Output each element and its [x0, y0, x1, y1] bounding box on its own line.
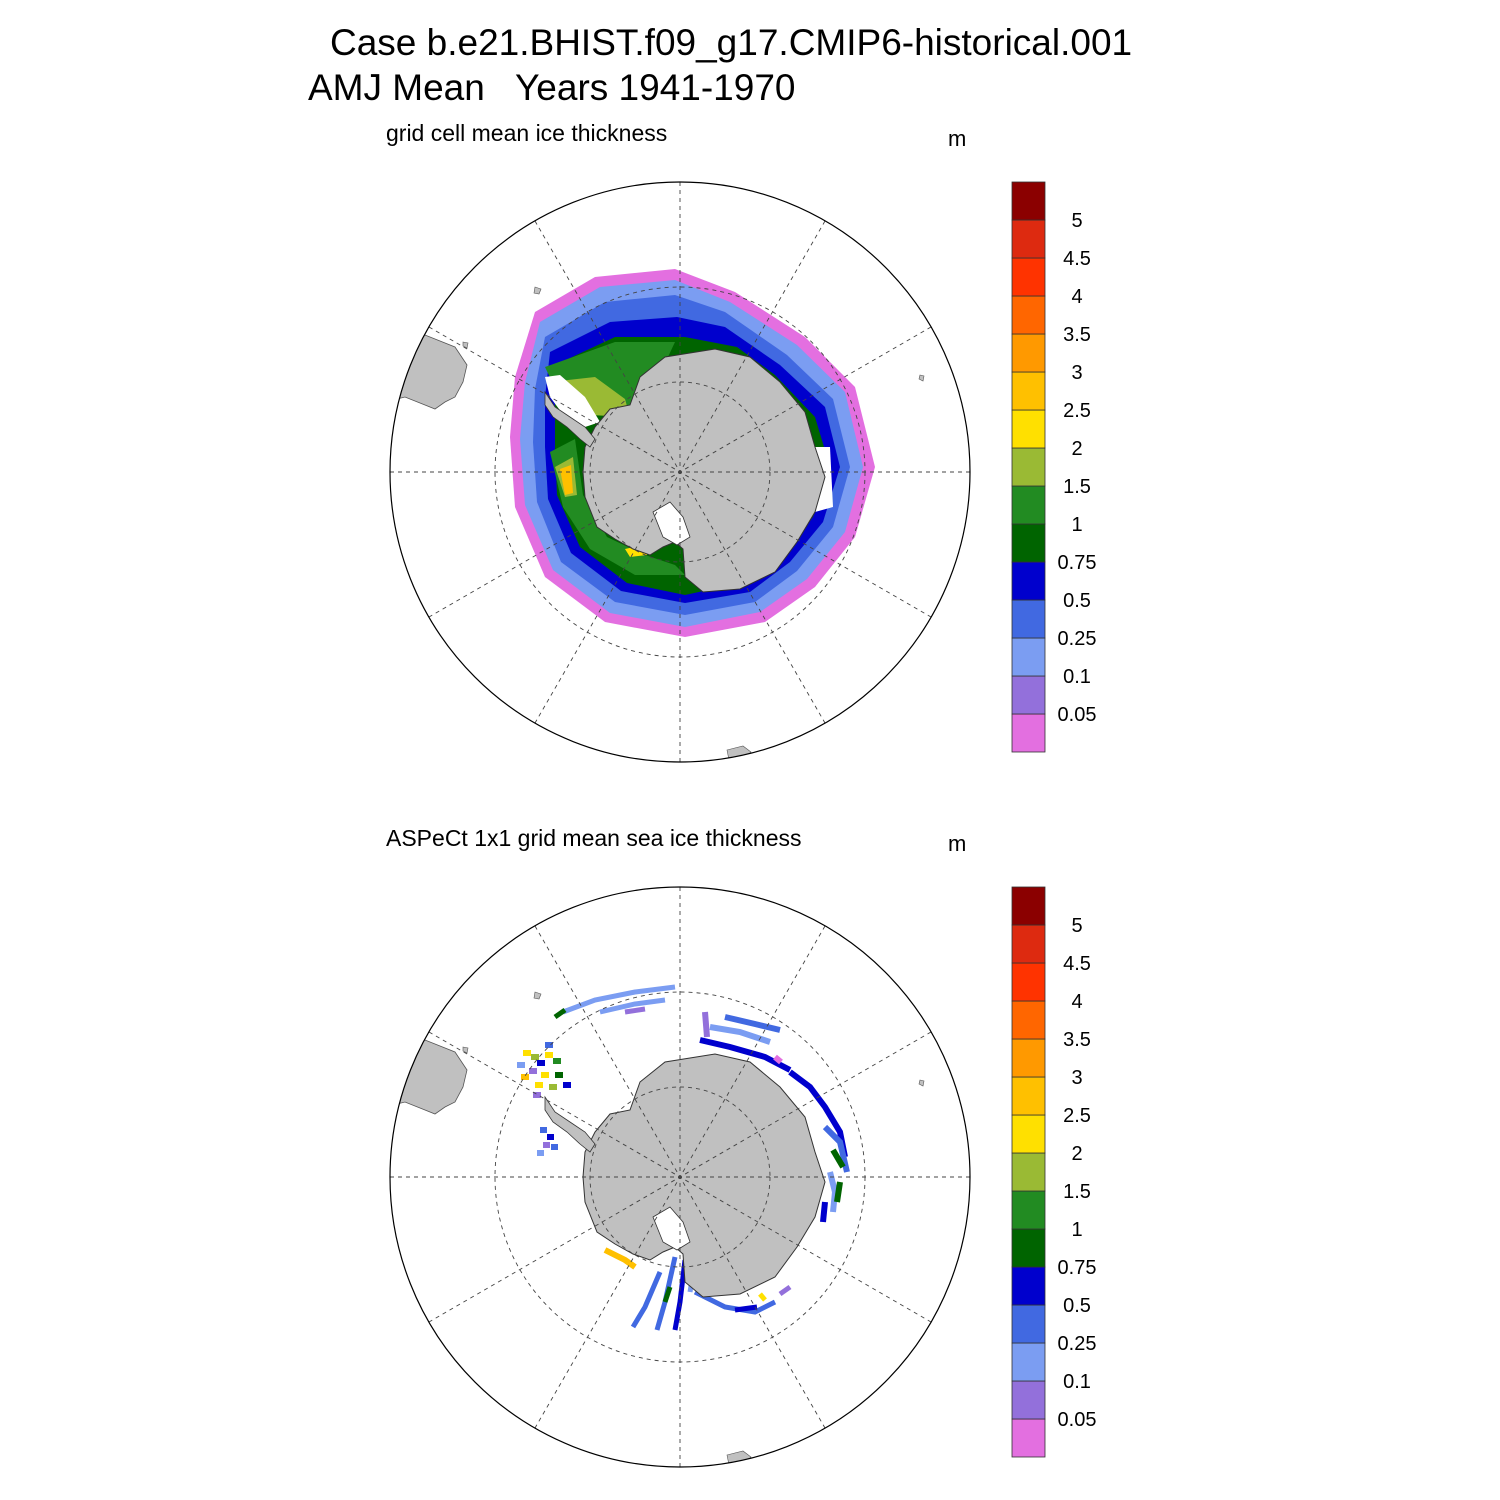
- colorbar-level-label: 4.5: [1063, 248, 1091, 270]
- colorbar-level-label: 0.25: [1058, 628, 1097, 650]
- colorbar-swatch: [1011, 1076, 1046, 1116]
- colorbar-level-label: 1.5: [1063, 1181, 1091, 1203]
- colorbar-swatch: [1011, 1190, 1046, 1230]
- colorbar-swatch: [1011, 1342, 1046, 1382]
- colorbar-level-label: 3: [1071, 1067, 1082, 1089]
- colorbar-swatch: [1011, 371, 1046, 411]
- colorbar-swatch: [1011, 1038, 1046, 1078]
- colorbar-level-label: 0.1: [1063, 1371, 1091, 1393]
- island-marker: [533, 991, 542, 1000]
- model-ice-thickness-map: [389, 181, 971, 763]
- colorbar-level-label: 0.75: [1058, 1257, 1097, 1279]
- colorbar-level-label: 5: [1071, 210, 1082, 232]
- colorbar-level-label: 4: [1071, 991, 1082, 1013]
- antarctica-landmass: [582, 348, 826, 593]
- colorbar-level-label: 3.5: [1063, 324, 1091, 346]
- panel2-colorbar: 0.05 0.1 0.25 0.5 0.75 1 1.5 2 2.5 3 3.5 4 4.5 5: [1011, 886, 1097, 1458]
- graticule: [390, 182, 970, 762]
- figure-title-case: Case b.e21.BHIST.f09_g17.CMIP6-historica…: [330, 22, 1133, 63]
- colorbar-swatch: [1011, 675, 1046, 715]
- antarctic-peninsula: [544, 390, 596, 448]
- colorbar-level-label: 1.5: [1063, 476, 1091, 498]
- colorbar-level-label: 4.5: [1063, 953, 1091, 975]
- colorbar-level-label: 0.5: [1063, 590, 1091, 612]
- colorbar-swatch: [1011, 561, 1046, 601]
- colorbar-swatch: [1011, 713, 1046, 753]
- colorbar-swatch: [1011, 637, 1046, 677]
- island-marker: [918, 1079, 925, 1087]
- ross-ice-shelf-notch: [652, 1206, 691, 1251]
- ice-band-1-b: [550, 439, 685, 575]
- colorbar-level-label: 4: [1071, 286, 1082, 308]
- colorbar-swatch: [1011, 1228, 1046, 1268]
- colorbar-swatch: [1011, 1380, 1046, 1420]
- colorbar-swatch: [1011, 409, 1046, 449]
- antarctic-peninsula: [544, 1095, 596, 1153]
- colorbar-swatch: [1011, 1114, 1046, 1154]
- colorbar-swatch: [1011, 257, 1046, 297]
- colorbar-swatch: [1011, 447, 1046, 487]
- panel2-subtitle: ASPeCt 1x1 grid mean sea ice thickness: [386, 825, 802, 851]
- aspect-ice-thickness-map: [389, 886, 971, 1468]
- map-border: [389, 181, 971, 763]
- colorbar-swatch: [1011, 295, 1046, 335]
- colorbar-swatch: [1011, 523, 1046, 563]
- colorbar-swatch: [1011, 924, 1046, 964]
- colorbar-swatch: [1011, 181, 1046, 221]
- colorbar-swatch: [1011, 886, 1046, 926]
- colorbar-level-label: 2.5: [1063, 1105, 1091, 1127]
- colorbar-level-label: 2: [1071, 1143, 1082, 1165]
- obs-track-east-antarctica: [699, 1011, 850, 1223]
- colorbar-swatch: [1011, 962, 1046, 1002]
- coastal-open-water: [545, 375, 600, 427]
- colorbar-level-label: 0.25: [1058, 1333, 1097, 1355]
- figure-title-season: AMJ Mean Years 1941-1970: [308, 67, 796, 108]
- colorbar-level-label: 2: [1071, 438, 1082, 460]
- colorbar-swatch: [1011, 1266, 1046, 1306]
- colorbar-swatch: [1011, 1000, 1046, 1040]
- colorbar-swatch: [1011, 485, 1046, 525]
- panel1-units: m: [948, 126, 967, 151]
- colorbar-level-label: 0.1: [1063, 666, 1091, 688]
- map-border: [389, 886, 971, 1468]
- colorbar-level-label: 0.5: [1063, 1295, 1091, 1317]
- colorbar-swatch: [1011, 1152, 1046, 1192]
- island-marker: [462, 341, 469, 349]
- ross-ice-shelf-notch: [652, 501, 691, 546]
- colorbar-level-label: 3: [1071, 362, 1082, 384]
- island-marker: [462, 1046, 469, 1054]
- graticule: [390, 887, 970, 1467]
- island-marker: [533, 286, 542, 295]
- panel1-colorbar: 0.05 0.1 0.25 0.5 0.75 1 1.5 2 2.5 3 3.5 4 4.5 5: [1011, 181, 1097, 753]
- colorbar-level-label: 0.05: [1058, 1409, 1097, 1431]
- colorbar-level-label: 0.05: [1058, 704, 1097, 726]
- colorbar-level-label: 2.5: [1063, 400, 1091, 422]
- island-marker: [918, 374, 925, 382]
- panel2-units: m: [948, 831, 967, 856]
- obs-track-weddell: [553, 984, 676, 1020]
- colorbar-level-label: 1: [1071, 1219, 1082, 1241]
- panel1-subtitle: grid cell mean ice thickness: [386, 120, 668, 146]
- colorbar-swatch: [1011, 333, 1046, 373]
- ice-band-2.5-b: [560, 465, 573, 495]
- obs-cluster-peninsula: [517, 1042, 571, 1098]
- colorbar-level-label: 3.5: [1063, 1029, 1091, 1051]
- obs-cluster-ross-sea-thick: [603, 1247, 637, 1270]
- antarctica-landmass: [582, 1053, 826, 1298]
- colorbar-level-label: 0.75: [1058, 552, 1097, 574]
- colorbar-swatch: [1011, 599, 1046, 639]
- obs-cluster-bellingshausen: [537, 1127, 558, 1156]
- colorbar-level-label: 5: [1071, 915, 1082, 937]
- colorbar-swatch: [1011, 1304, 1046, 1344]
- colorbar-swatch: [1011, 1418, 1046, 1458]
- colorbar-swatch: [1011, 219, 1046, 259]
- colorbar-level-label: 1: [1071, 514, 1082, 536]
